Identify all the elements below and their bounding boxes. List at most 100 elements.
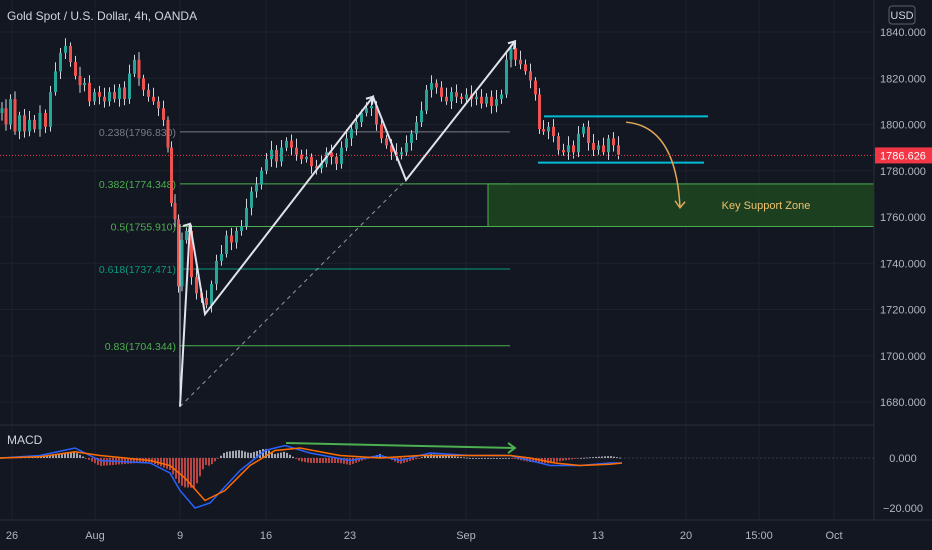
dashed-trend-line[interactable] <box>179 179 407 407</box>
price-tick-label: 1760.000 <box>880 212 926 224</box>
macd-histogram-bar <box>289 454 291 458</box>
time-tick-label: 15:00 <box>745 530 773 542</box>
macd-histogram-bar <box>463 457 465 459</box>
candle-body <box>98 92 101 97</box>
candle-body <box>440 87 443 97</box>
macd-histogram-bar <box>136 458 138 464</box>
candle-body <box>180 240 184 287</box>
macd-histogram-bar <box>304 458 306 463</box>
macd-histogram-bar <box>481 458 483 459</box>
candle-body <box>64 45 67 53</box>
macd-histogram-bar <box>439 455 441 458</box>
time-tick-label: 23 <box>344 530 356 542</box>
macd-histogram-bar <box>499 458 501 459</box>
candle-body <box>385 138 388 146</box>
candle-body <box>190 230 193 278</box>
macd-histogram-bar <box>466 457 468 459</box>
price-tick-label: 1740.000 <box>880 258 926 270</box>
candle-body <box>410 133 413 143</box>
price-tick-label: 1780.000 <box>880 166 926 178</box>
macd-histogram-bar <box>487 458 489 459</box>
macd-histogram-bar <box>358 458 360 462</box>
divergence-arrow-head <box>507 442 517 454</box>
candle-body <box>490 96 493 106</box>
macd-histogram-bar <box>571 458 573 460</box>
arrow-head <box>507 39 517 50</box>
candle-body <box>612 138 615 146</box>
candle-body <box>23 115 26 132</box>
candle-body <box>567 145 570 153</box>
candle-body <box>28 119 31 132</box>
macd-histogram-bar <box>322 458 324 463</box>
macd-histogram-bar <box>256 450 258 458</box>
divergence-line[interactable] <box>285 442 516 449</box>
fib-level-label: 0.618(1737.471) <box>99 264 176 276</box>
macd-histogram-bar <box>565 458 567 461</box>
candle-body <box>128 73 131 100</box>
price-axis[interactable]: 1840.000 1820.000 1800.000 1780.000 1760.000… <box>880 27 926 515</box>
candle-body <box>78 75 82 86</box>
candle-body <box>137 59 141 79</box>
candle-body <box>572 145 575 153</box>
candle-body <box>370 106 373 109</box>
candle-body <box>315 166 318 169</box>
fibonacci-retracement[interactable]: 0.238(1796.830) 0.382(1774.348) 0.5(1755.9… <box>99 127 510 353</box>
candle-body <box>235 230 238 243</box>
macd-histogram-bar <box>586 457 588 459</box>
macd-histogram-bar <box>247 452 249 458</box>
candle-body <box>4 108 8 125</box>
candle-body <box>335 156 338 164</box>
candle-body <box>602 145 605 153</box>
macd-histogram-bar <box>187 458 189 488</box>
currency-button[interactable]: USD <box>888 5 916 25</box>
macd-histogram-bar <box>103 458 105 466</box>
macd-histogram-bar <box>451 456 453 458</box>
candle-body <box>450 92 453 102</box>
time-tick-label: 13 <box>592 530 604 542</box>
candle-body <box>529 71 532 81</box>
macd-histogram-bar <box>280 452 282 458</box>
candle-body <box>74 62 77 76</box>
candle-body <box>44 112 47 127</box>
drawing-tools[interactable] <box>179 39 708 407</box>
macd-histogram-bar <box>574 458 576 459</box>
grid-lines <box>0 0 874 520</box>
symbol-title[interactable]: Gold Spot / U.S. Dollar, 4h, OANDA <box>7 9 197 23</box>
macd-histogram-bar <box>355 458 357 463</box>
macd-histogram-bar <box>211 458 213 465</box>
fib-level-label: 0.238(1796.830) <box>99 127 176 139</box>
key-support-zone-label: Key Support Zone <box>722 200 811 212</box>
macd-histogram-bar <box>442 455 444 458</box>
macd-histogram-bar <box>580 457 582 459</box>
candle-body <box>255 184 258 192</box>
key-support-zone[interactable] <box>487 183 875 227</box>
candle-body <box>83 82 86 86</box>
macd-histogram-bar <box>193 458 195 488</box>
candle-body <box>250 191 253 208</box>
macd-histogram-bar <box>340 458 342 464</box>
macd-histogram-bar <box>325 458 327 463</box>
macd-histogram-bar <box>205 458 207 465</box>
candle-body <box>69 45 72 63</box>
macd-histogram-bar <box>556 458 558 462</box>
candle-body <box>142 78 145 90</box>
candle-body <box>340 147 343 164</box>
candle-body <box>265 159 268 171</box>
macd-histogram-bar <box>508 458 510 459</box>
impulse-path[interactable] <box>179 40 516 407</box>
macd-histogram-bar <box>478 458 480 459</box>
macd-histogram-bar <box>229 451 231 458</box>
time-axis[interactable]: 26 Aug 9 16 23 Sep 13 20 15:00 Oct <box>6 530 843 542</box>
macd-histogram-bar <box>283 451 285 458</box>
candle-body <box>215 260 218 285</box>
macd-histogram-bar <box>448 455 450 458</box>
candle-body <box>195 277 198 294</box>
macd-histogram-bar <box>460 457 462 458</box>
projection-arrow[interactable] <box>625 121 681 208</box>
macd-histogram-bar <box>52 454 54 458</box>
currency-button-label: USD <box>890 10 913 22</box>
macd-title[interactable]: MACD <box>7 433 43 447</box>
candle-body <box>465 94 468 100</box>
candle-body <box>435 82 438 88</box>
